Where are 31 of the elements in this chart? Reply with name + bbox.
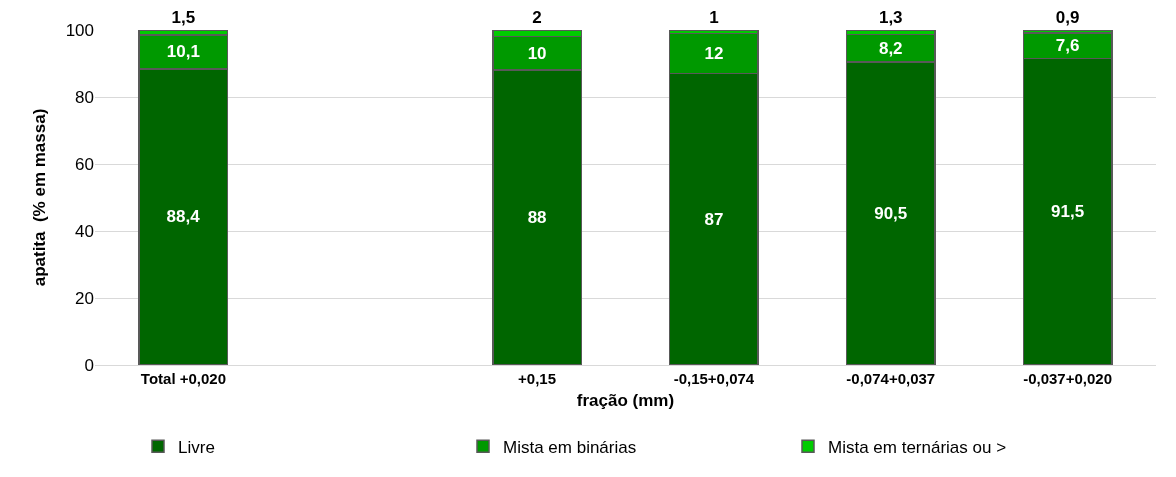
data-label: 8,2 — [878, 38, 903, 58]
data-label: 91,5 — [1051, 202, 1085, 222]
data-label: 10,1 — [166, 42, 200, 62]
data-label: 2 — [532, 8, 542, 27]
data-label: 7,6 — [1055, 36, 1080, 56]
legend-label: Mista em binárias — [503, 437, 637, 457]
data-label: 90,5 — [874, 203, 908, 223]
data-label: 1,3 — [878, 8, 903, 27]
data-label: 0,9 — [1055, 8, 1080, 27]
legend-label: Mista em ternárias ou > — [828, 437, 1007, 457]
data-label: 1 — [709, 8, 719, 27]
x-tick-label: -0,037+0,020 — [1023, 370, 1112, 387]
y-tick-label: 60 — [75, 154, 94, 174]
x-tick-label: +0,15 — [518, 370, 557, 387]
data-label: 88,4 — [166, 207, 201, 227]
x-axis-title: fração (mm) — [576, 391, 675, 411]
legend-label: Livre — [178, 437, 215, 457]
data-label: 88 — [527, 208, 547, 228]
x-tick-label: Total +0,020 — [140, 370, 227, 387]
x-tick-label: -0,074+0,037 — [846, 370, 936, 387]
data-label: 12 — [704, 43, 724, 63]
data-label: 1,5 — [171, 8, 196, 27]
y-tick-label: 80 — [75, 87, 94, 107]
data-label: 87 — [704, 209, 724, 229]
y-tick-label: 100 — [65, 20, 94, 40]
y-tick-label: 40 — [75, 221, 94, 241]
y-tick-label: 0 — [84, 355, 94, 375]
x-tick-label: -0,15+0,074 — [673, 370, 755, 387]
data-label: 10 — [527, 43, 547, 63]
y-axis-title: apatita (% em massa) — [30, 108, 50, 287]
y-tick-label: 20 — [75, 288, 94, 308]
